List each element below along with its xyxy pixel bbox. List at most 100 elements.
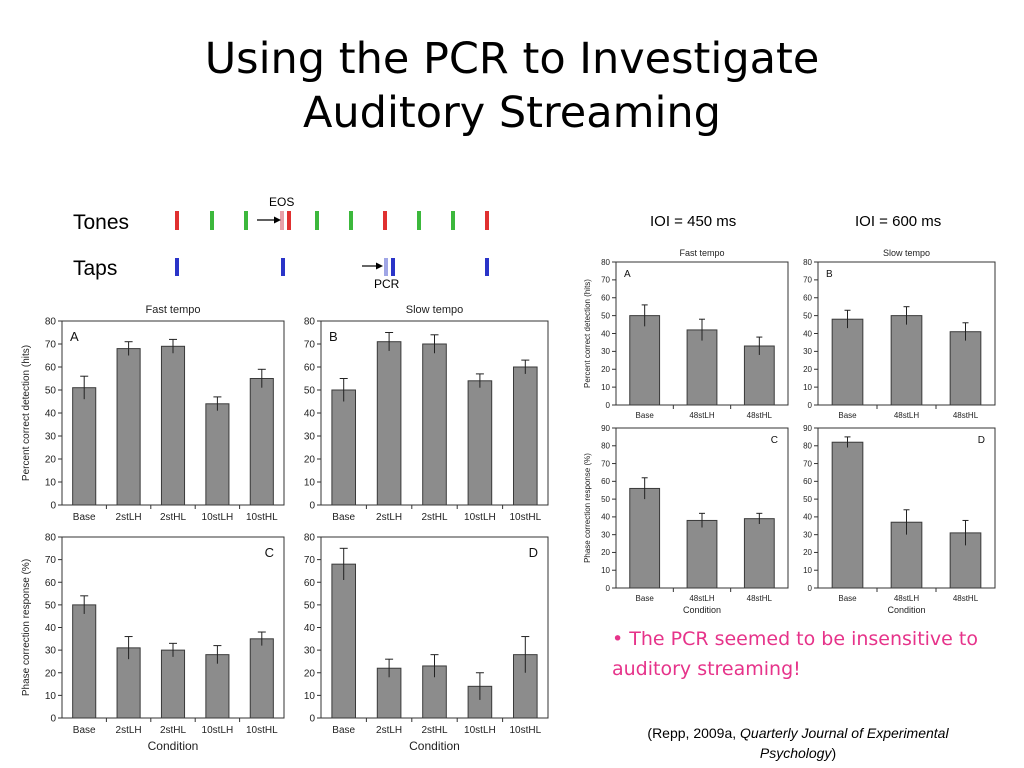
chart-8: 0 10 20 30 40 50 60 70 80 90 Base 48stLH 48stHL D Cond… [803, 424, 996, 615]
taps-label: Taps [73, 257, 117, 280]
chart-3-ytick-label: 60 [45, 578, 57, 589]
chart-3-panel-letter: C [265, 545, 274, 560]
chart-7-bar-1 [629, 487, 661, 589]
chart-3-errorbar-1 [80, 595, 89, 614]
chart-6-ytick-label: 50 [803, 311, 812, 320]
chart-3-bar-2 [116, 647, 141, 719]
eos-arrow [257, 216, 281, 224]
tone-tick-7 [349, 211, 353, 230]
chart-3-xtick-label: 10stHL [246, 725, 278, 736]
chart-4-ytick-label: 10 [304, 691, 316, 702]
chart-3-xtick-label: 2stHL [160, 725, 187, 736]
chart-7-ytick-label: 20 [601, 548, 610, 557]
chart-8-ytick-label: 90 [803, 424, 812, 433]
chart-2-bar-3 [422, 343, 447, 506]
tap-tick-2 [281, 258, 285, 276]
chart-1: 0 10 20 30 40 50 60 70 80 Base 2stLH 2stHL 10stLH 10s… [21, 304, 285, 523]
chart-8-panel-letter: D [978, 435, 985, 446]
chart-7: 0 10 20 30 40 50 60 70 80 90 Base 48stLH 48stHL C Phas… [583, 424, 789, 615]
chart-6-errorbar-1 [844, 309, 851, 329]
chart-6-bar-2 [890, 315, 923, 406]
chart-2-errorbar-4 [475, 373, 484, 388]
chart-4-errorbar-1 [339, 547, 348, 580]
chart-3-errorbar-4 [213, 645, 222, 664]
chart-8-frame [817, 427, 996, 589]
chart-5-ytick-label: 50 [601, 311, 610, 320]
chart-7-xtick-label: 48stHL [747, 594, 773, 603]
chart-8-ytick-label: 0 [808, 584, 813, 593]
chart-5: 0 10 20 30 40 50 60 70 80 Base 48stLH 48stHL A Fast t… [583, 248, 789, 420]
chart-3-bar-5 [249, 638, 274, 719]
chart-3-bar-3 [160, 649, 186, 719]
chart-2-ytick-label: 30 [304, 432, 316, 443]
chart-3-ytick-label: 50 [45, 600, 57, 611]
chart-7-ytick-label: 30 [601, 530, 610, 539]
chart-6-bar-3 [949, 331, 982, 406]
chart-5-ytick-label: 30 [601, 347, 610, 356]
chart-1-xtick-label: 2stLH [116, 512, 142, 523]
chart-4-ytick-label: 40 [304, 623, 316, 634]
chart-5-frame [615, 261, 789, 406]
chart-1-errorbar-5 [257, 368, 266, 388]
chart-5-ytick-label: 10 [601, 383, 610, 392]
tone-tick-3 [244, 211, 248, 230]
tap-tick-5 [485, 258, 489, 276]
chart-1-ytick-label: 10 [45, 478, 57, 489]
chart-5-xtick-label: 48stHL [747, 411, 773, 420]
chart-3-ytick-label: 10 [45, 691, 57, 702]
chart-5-errorbar-1 [641, 304, 648, 327]
chart-8-ytick-label: 70 [803, 459, 812, 468]
chart-1-xtick-label: 10stHL [246, 512, 278, 523]
tone-ticks [175, 211, 489, 230]
chart-1-ytick-label: 80 [45, 317, 57, 328]
chart-1-errorbar-1 [80, 375, 89, 400]
chart-8-bar-1 [831, 441, 864, 589]
chart-7-xtick-label: 48stLH [689, 594, 715, 603]
chart-4-bar-3 [422, 665, 447, 719]
pcr-arrow [362, 262, 383, 270]
chart-3-errorbar-3 [169, 642, 177, 657]
chart-8-bar-2 [890, 521, 923, 589]
chart-7-xtick-label: Base [636, 594, 655, 603]
bullet-text: • The PCR seemed to be insensitive to au… [612, 628, 978, 680]
chart-6-ytick-label: 80 [803, 258, 812, 267]
chart-1-bar-4 [205, 403, 230, 506]
pcr-label: PCR [374, 277, 400, 291]
chart-1-panel-letter: A [70, 329, 79, 344]
chart-5-errorbar-2 [699, 318, 705, 341]
chart-4: 0 10 20 30 40 50 60 70 80 Base 2stLH 2stHL 10stLH 10s… [304, 533, 549, 753]
chart-8-bar-3 [949, 532, 982, 589]
chart-2-errorbar-3 [430, 334, 439, 354]
tone-tick-6 [315, 211, 319, 230]
chart-4-errorbar-4 [475, 672, 484, 700]
tap-ticks [175, 258, 489, 276]
chart-6-ytick-label: 70 [803, 276, 812, 285]
chart-1-ytick-label: 0 [50, 501, 56, 512]
chart-8-ytick-label: 40 [803, 513, 812, 522]
ioi-450-label: IOI = 450 ms [650, 213, 737, 230]
citation-suffix: ) [831, 745, 837, 761]
chart-7-xlabel: Condition [683, 605, 721, 615]
chart-8-xtick-label: 48stHL [953, 594, 979, 603]
chart-4-ytick-label: 70 [304, 555, 316, 566]
chart-4-ytick-label: 50 [304, 600, 316, 611]
tone-tick-8 [383, 211, 387, 230]
chart-8-xtick-label: 48stLH [894, 594, 920, 603]
chart-4-bar-1 [331, 563, 357, 719]
chart-4-xtick-label: 2stLH [376, 725, 402, 736]
chart-8-ytick-label: 80 [803, 442, 812, 451]
chart-5-bar-1 [629, 315, 661, 406]
chart-1-bar-1 [72, 387, 97, 506]
chart-5-xtick-label: Base [636, 411, 655, 420]
chart-1-title: Fast tempo [145, 304, 200, 316]
chart-6-ytick-label: 0 [808, 401, 813, 410]
chart-3-errorbar-2 [124, 636, 133, 660]
chart-6-panel-letter: B [826, 269, 833, 280]
chart-2-frame [320, 320, 549, 506]
chart-2-xtick-label: 2stHL [421, 512, 448, 523]
chart-5-ytick-label: 0 [606, 401, 611, 410]
chart-1-ytick-label: 20 [45, 455, 57, 466]
chart-5-title: Fast tempo [679, 248, 724, 258]
chart-4-ytick-label: 80 [304, 533, 316, 544]
chart-2-errorbar-5 [521, 359, 530, 374]
